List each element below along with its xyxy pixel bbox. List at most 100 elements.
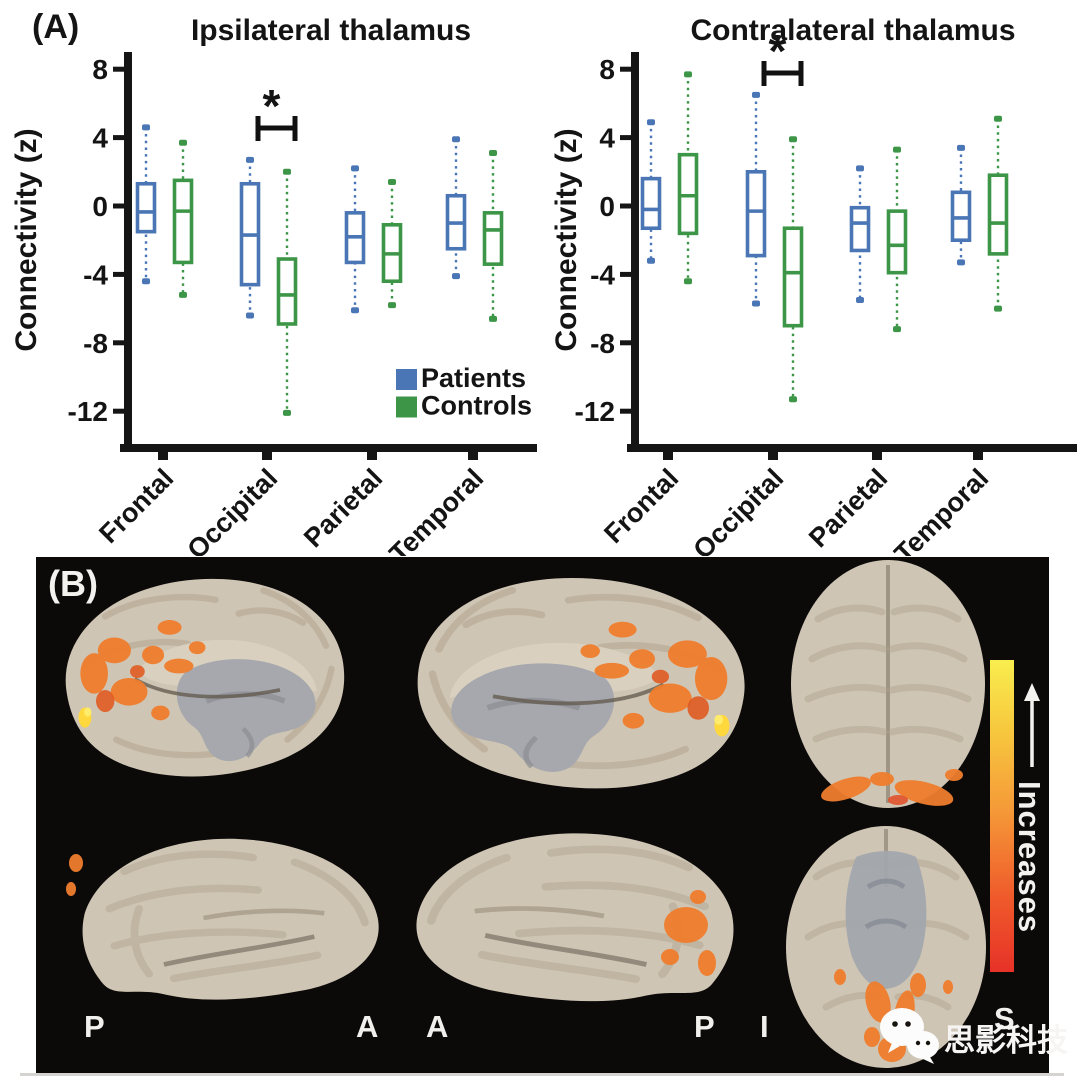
y-tick-label: -4 — [83, 259, 108, 290]
whisker-cap-controls-temporal — [489, 315, 497, 322]
orientation-label-inferior: I — [760, 1009, 769, 1044]
colorbar-increases — [990, 660, 1014, 972]
x-tick — [158, 451, 168, 460]
x-tick — [663, 451, 673, 460]
box-patients-frontal — [640, 176, 662, 231]
whisker-cap-controls-frontal — [179, 291, 187, 298]
x-tick — [367, 451, 377, 460]
y-tick-label: -8 — [590, 328, 615, 359]
y-tick-label: -12 — [68, 396, 108, 427]
y-axis-label: Connectivity (z) — [550, 128, 583, 351]
whisker-cap-patients-temporal — [452, 136, 460, 143]
brain-medial-left-view — [66, 579, 345, 777]
whisker-cap-controls-parietal — [388, 179, 396, 186]
whisker-cap-controls-occipital — [789, 136, 797, 143]
y-tick-label: 8 — [599, 54, 615, 85]
whisker-cap-patients-frontal — [647, 119, 655, 126]
y-tick — [620, 408, 631, 414]
y-tick — [113, 408, 124, 414]
y-tick-label: -8 — [83, 328, 108, 359]
brain-figure-panel: (B) P A A P I S Increases 思影科技 — [36, 557, 1068, 1073]
y-tick-label: 0 — [599, 191, 615, 222]
y-axis — [124, 52, 132, 452]
y-tick-label: 0 — [92, 191, 108, 222]
x-category-label: Temporal — [889, 463, 995, 556]
whisker-cap-controls-parietal — [893, 326, 901, 333]
x-tick — [468, 451, 478, 460]
orientation-label-posterior: P — [694, 1009, 715, 1044]
whisker-cap-patients-temporal — [957, 259, 965, 266]
orientation-label-anterior: A — [426, 1009, 449, 1044]
box-controls-parietal — [886, 209, 908, 275]
legend-label-patients: Patients — [421, 363, 526, 393]
orientation-label-anterior: A — [356, 1009, 379, 1044]
boxplot-panel: (A) Ipsilateral thalamus Connectivity (z)… — [10, 8, 1077, 556]
brain-renderings — [36, 560, 986, 1068]
whisker-cap-controls-temporal — [994, 305, 1002, 312]
box-patients-parietal — [849, 205, 871, 253]
x-category-label: Frontal — [93, 463, 179, 549]
brain-lateral-left-view — [66, 839, 379, 1000]
wechat-icon — [880, 1008, 939, 1064]
box-controls-temporal — [987, 173, 1009, 256]
x-category-label: Parietal — [803, 463, 893, 553]
box-patients-occipital — [745, 170, 767, 258]
sig-asterisk: * — [263, 80, 281, 132]
whisker-cap-patients-occipital — [752, 300, 760, 307]
box-controls-temporal — [482, 211, 504, 266]
whisker-cap-patients-occipital — [246, 156, 254, 163]
y-tick-label: 4 — [599, 123, 615, 154]
y-tick — [113, 66, 124, 72]
whisker-cap-patients-parietal — [856, 165, 864, 172]
sig-asterisk: * — [769, 25, 787, 77]
whisker-cap-patients-occipital — [752, 91, 760, 98]
whisker-cap-patients-parietal — [856, 297, 864, 304]
x-category-label: Temporal — [384, 463, 490, 556]
whisker-cap-controls-occipital — [283, 168, 291, 175]
x-axis — [120, 444, 537, 452]
y-axis-label: Connectivity (z) — [10, 128, 43, 351]
x-axis — [627, 444, 1077, 452]
whisker-cap-controls-frontal — [684, 278, 692, 285]
x-tick — [872, 451, 882, 460]
orientation-label-superior: S — [994, 1001, 1015, 1036]
y-tick — [113, 271, 124, 277]
ipsilateral-thalamus-chart: Ipsilateral thalamus Connectivity (z) 8 4 0 -… — [10, 14, 537, 556]
watermark-text: 思影科技 — [944, 1023, 1068, 1059]
x-category-label: Parietal — [298, 463, 388, 553]
orientation-label-posterior: P — [84, 1009, 105, 1044]
x-category-label: Occipital — [181, 463, 283, 556]
panel-b-label: (B) — [48, 563, 98, 604]
whisker-cap-controls-occipital — [789, 396, 797, 403]
whisker-cap-patients-frontal — [142, 124, 150, 131]
y-tick — [113, 135, 124, 141]
box-controls-frontal — [172, 178, 194, 265]
chart-title: Contralateral thalamus — [690, 14, 1015, 47]
x-tick — [768, 451, 778, 460]
contralateral-thalamus-chart: Contralateral thalamus Connectivity (z) 8 4… — [550, 14, 1077, 556]
y-tick-label: -12 — [575, 396, 615, 427]
whisker-cap-patients-occipital — [246, 312, 254, 319]
x-tick — [973, 451, 983, 460]
whisker-cap-controls-temporal — [994, 115, 1002, 122]
brain-inferior-axial-view — [786, 826, 986, 1068]
chart-title: Ipsilateral thalamus — [191, 14, 471, 47]
y-tick-label: 4 — [92, 123, 108, 154]
whisker-cap-controls-parietal — [893, 146, 901, 153]
whisker-cap-controls-parietal — [388, 302, 396, 309]
whisker-cap-controls-temporal — [489, 149, 497, 156]
y-tick — [620, 271, 631, 277]
figure-bottom-rule — [20, 1073, 1064, 1076]
box-controls-occipital — [782, 226, 804, 328]
whisker-cap-controls-frontal — [179, 139, 187, 146]
brain-superior-axial-view — [791, 560, 985, 808]
y-tick — [620, 340, 631, 346]
up-arrow-icon — [1024, 683, 1040, 767]
y-tick — [113, 340, 124, 346]
y-tick — [620, 203, 631, 209]
y-tick-label: 8 — [92, 54, 108, 85]
x-tick — [262, 451, 272, 460]
whisker-cap-patients-temporal — [452, 273, 460, 280]
y-axis — [631, 52, 639, 452]
colorbar-label: Increases — [1012, 781, 1047, 934]
